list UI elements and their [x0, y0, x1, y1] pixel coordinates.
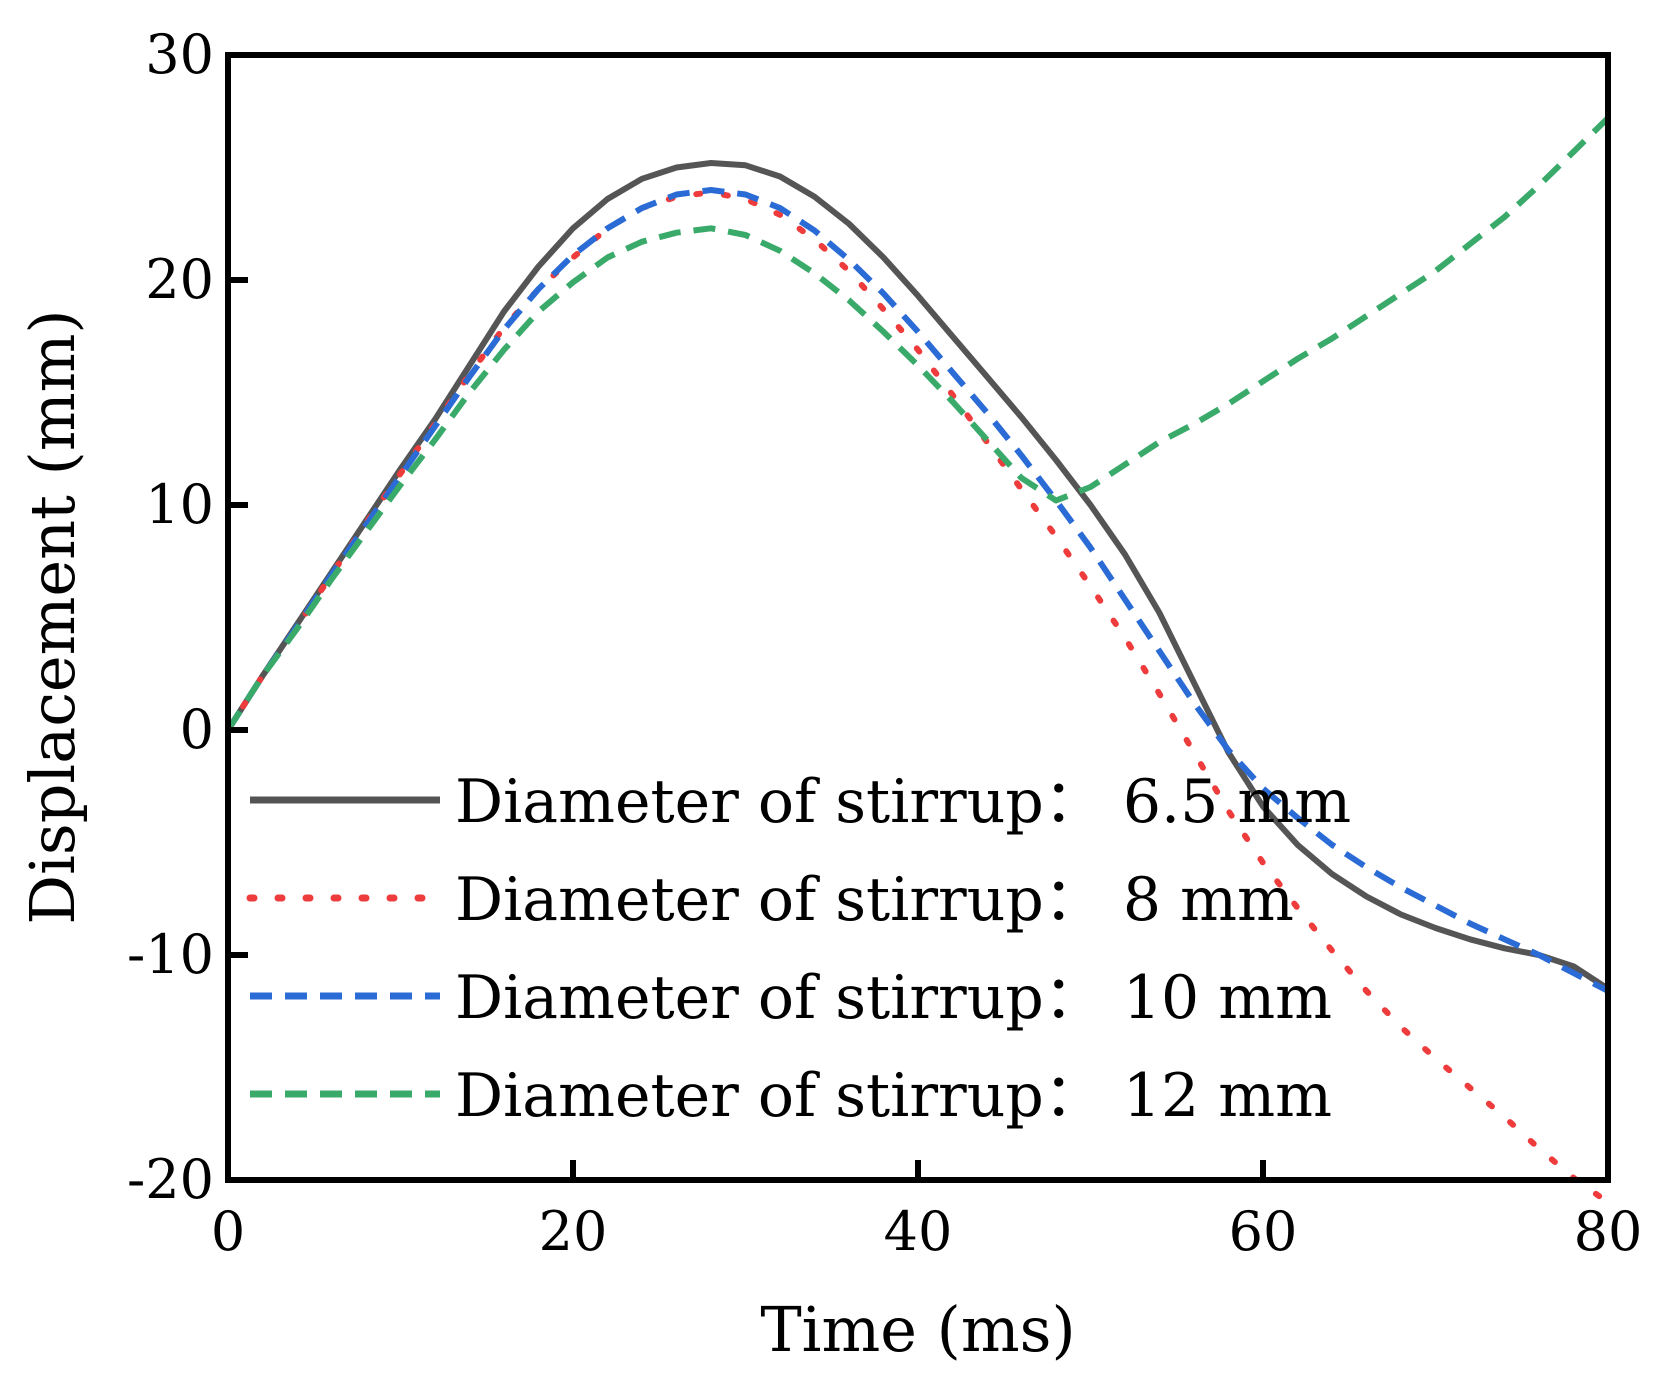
- y-tick-label-0: -20: [127, 1148, 214, 1211]
- y-tick-label-1: -10: [127, 923, 214, 986]
- x-tick-label-4: 80: [1574, 1200, 1643, 1263]
- x-tick-label-3: 60: [1229, 1200, 1298, 1263]
- y-tick-label-3: 10: [145, 473, 214, 536]
- x-tick-label-0: 0: [211, 1200, 245, 1263]
- y-axis-title: Displacement (mm): [16, 309, 89, 924]
- series-line-diameter-of-stirrup-10-mm: [225, 187, 1610, 994]
- series-line-diameter-of-stirrup-6-5-mm: [225, 160, 1610, 992]
- legend-label-diameter-of-stirrup-8-mm: Diameter of stirrup： 8 mm: [455, 865, 1294, 935]
- x-tick-label-2: 40: [884, 1200, 953, 1263]
- y-tick-label-2: 0: [180, 698, 214, 761]
- y-tick-label-4: 20: [145, 248, 214, 311]
- y-tick-label-5: 30: [145, 23, 214, 86]
- x-axis-title: Time (ms): [760, 1293, 1075, 1366]
- legend-label-diameter-of-stirrup-6-5-mm: Diameter of stirrup： 6.5 mm: [455, 767, 1351, 837]
- series-line-diameter-of-stirrup-8-mm: [225, 189, 1611, 1206]
- x-tick-label-1: 20: [539, 1200, 608, 1263]
- series-layer: [225, 115, 1611, 1206]
- ticks-layer: 0 20 40 60 80 -20 -10 0 10 20 30: [127, 23, 1642, 1263]
- legend: Diameter of stirrup： 6.5 mm Diameter of s…: [246, 767, 1351, 1131]
- legend-label-diameter-of-stirrup-10-mm: Diameter of stirrup： 10 mm: [455, 963, 1332, 1033]
- series-line-diameter-of-stirrup-12-mm: [225, 115, 1611, 732]
- legend-label-diameter-of-stirrup-12-mm: Diameter of stirrup： 12 mm: [455, 1061, 1332, 1131]
